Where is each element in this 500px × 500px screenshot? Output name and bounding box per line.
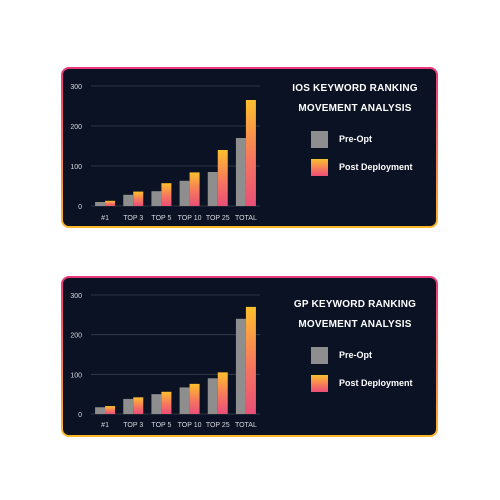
gp-y-tick-label: 200: [70, 333, 82, 340]
ios-legend-pre-opt-label: Pre-Opt: [339, 134, 373, 144]
ios-x-tick-label: TOP 3: [123, 215, 143, 222]
ios-bar-pre-opt: [207, 172, 218, 206]
ios-x-tick-label: TOTAL: [235, 215, 257, 222]
ios-bar-pre-opt: [235, 138, 246, 206]
gp-chart-title-line1: GP KEYWORD RANKING: [293, 299, 417, 310]
pre-opt-swatch: [311, 130, 328, 148]
ios-chart-card: 0 100 200 300 #1 TOP 3 TOP 5 TOP 10 TOP 25 TOTAL …: [61, 67, 438, 228]
gp-bar-pre-opt: [179, 387, 190, 414]
ios-chart-title-line1: IOS KEYWORD RANKING: [292, 83, 418, 94]
gp-bar-pre-opt: [95, 407, 106, 414]
gp-bar-post-deployment: [133, 397, 144, 414]
gp-x-tick-label: TOP 25: [206, 422, 230, 429]
gp-y-tick-label: 0: [78, 412, 82, 419]
post-deployment-swatch: [311, 158, 328, 176]
gp-legend-post-deployment: Post Deployment: [311, 374, 413, 392]
gp-bar-pre-opt: [207, 378, 218, 414]
gp-x-tick-label: TOP 10: [178, 422, 202, 429]
ios-x-tick-label: TOP 10: [178, 215, 202, 222]
gp-legend-pre-opt-label: Pre-Opt: [339, 350, 373, 360]
gp-bar-chart: 0 100 200 300 #1 TOP 3 TOP 5 TOP 10 TOP 25 TOTAL: [70, 293, 260, 429]
gp-y-tick-label: 300: [70, 293, 82, 300]
ios-y-tick-label: 200: [70, 124, 82, 131]
ios-bar-pre-opt: [95, 202, 106, 206]
ios-bar-post-deployment: [133, 191, 144, 206]
ios-bar-post-deployment: [245, 100, 256, 206]
ios-y-tick-label: 100: [70, 164, 82, 171]
ios-bar-pre-opt: [179, 180, 190, 206]
gp-bar-post-deployment: [105, 406, 116, 414]
ios-bar-pre-opt: [123, 194, 134, 206]
ios-bar-chart: 0 100 200 300 #1 TOP 3 TOP 5 TOP 10 TOP 25 TOTAL: [70, 84, 260, 222]
ios-bar-post-deployment: [217, 150, 228, 206]
gp-x-tick-label: TOTAL: [235, 422, 257, 429]
gp-y-tick-label: 100: [70, 372, 82, 379]
ios-chart-title-line2: MOVEMENT ANALYSIS: [298, 103, 412, 114]
ios-legend-post-deployment-label: Post Deployment: [339, 162, 413, 172]
gp-chart-title-line2: MOVEMENT ANALYSIS: [298, 319, 412, 330]
ios-bar-pre-opt: [151, 191, 162, 206]
gp-bar-pre-opt: [235, 318, 246, 414]
gp-bar-post-deployment: [245, 306, 256, 414]
gp-chart-title: GP KEYWORD RANKING MOVEMENT ANALYSIS: [287, 295, 423, 335]
ios-y-tick-label: 300: [70, 84, 82, 91]
ios-y-tick-label: 0: [78, 204, 82, 211]
ios-legend-pre-opt: Pre-Opt: [311, 130, 372, 148]
gp-bar-pre-opt: [123, 398, 134, 414]
gp-bar-pre-opt: [151, 394, 162, 414]
ios-x-tick-label: #1: [101, 215, 109, 222]
gp-x-tick-label: TOP 5: [151, 422, 171, 429]
ios-bar-post-deployment: [105, 200, 116, 206]
ios-bar-post-deployment: [189, 172, 200, 206]
ios-x-tick-label: TOP 25: [206, 215, 230, 222]
gp-x-tick-label: TOP 3: [123, 422, 143, 429]
gp-legend-post-deployment-label: Post Deployment: [339, 378, 413, 388]
gp-bar-post-deployment: [161, 391, 172, 414]
ios-legend-post-deployment: Post Deployment: [311, 158, 413, 176]
gp-bar-post-deployment: [189, 383, 200, 414]
pre-opt-swatch: [311, 346, 328, 364]
ios-chart-title: IOS KEYWORD RANKING MOVEMENT ANALYSIS: [287, 79, 423, 119]
gp-bar-post-deployment: [217, 372, 228, 414]
gp-legend-pre-opt: Pre-Opt: [311, 346, 372, 364]
gp-x-tick-label: #1: [101, 422, 109, 429]
ios-x-tick-label: TOP 5: [151, 215, 171, 222]
post-deployment-swatch: [311, 374, 328, 392]
ios-bar-post-deployment: [161, 183, 172, 206]
gp-chart-card: 0 100 200 300 #1 TOP 3 TOP 5 TOP 10 TOP 25 TOTAL …: [61, 276, 438, 437]
